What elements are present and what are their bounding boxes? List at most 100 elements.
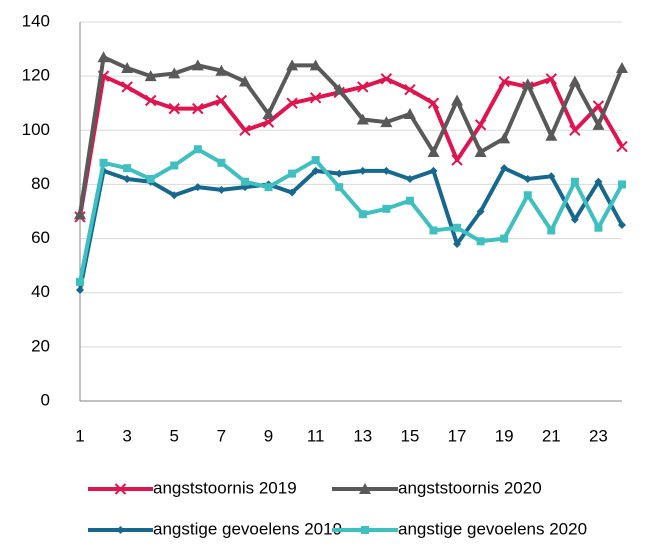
x-tick-label: 9 xyxy=(264,426,273,445)
marker xyxy=(192,102,204,115)
marker xyxy=(474,145,487,157)
marker xyxy=(476,207,485,216)
marker xyxy=(547,172,556,181)
legend-label: angstige gevoelens 2020 xyxy=(398,519,587,538)
y-tick-label: 60 xyxy=(31,228,50,247)
marker xyxy=(144,70,157,82)
marker xyxy=(264,183,273,192)
marker xyxy=(333,83,346,95)
x-tick-label: 3 xyxy=(122,426,131,445)
x-tick-label: 21 xyxy=(542,426,561,445)
marker xyxy=(262,108,275,120)
marker xyxy=(335,183,344,192)
x-tick-label: 11 xyxy=(307,426,325,445)
x-tick-label: 1 xyxy=(75,426,84,445)
marker xyxy=(239,124,251,136)
marker xyxy=(545,129,558,141)
x-tick-label: 5 xyxy=(170,426,179,445)
marker xyxy=(358,210,367,219)
marker xyxy=(123,175,132,184)
marker xyxy=(170,161,179,170)
marker xyxy=(144,94,157,107)
marker xyxy=(286,97,298,109)
marker xyxy=(114,483,127,495)
marker xyxy=(116,526,125,534)
marker xyxy=(146,175,155,184)
y-tick-label: 40 xyxy=(31,282,50,301)
marker xyxy=(311,166,320,175)
marker xyxy=(168,102,180,115)
marker xyxy=(545,73,558,85)
marker xyxy=(309,59,322,71)
marker xyxy=(427,145,440,157)
marker xyxy=(358,166,367,175)
marker xyxy=(451,154,463,166)
marker xyxy=(97,51,110,63)
marker xyxy=(453,239,462,248)
legend-label: angstige gevoelens 2019 xyxy=(153,519,342,538)
marker xyxy=(361,526,369,534)
marker xyxy=(474,119,487,131)
marker xyxy=(568,75,581,87)
marker xyxy=(359,483,371,494)
y-tick-label: 0 xyxy=(41,390,50,409)
marker xyxy=(335,169,344,178)
marker xyxy=(217,158,226,167)
marker xyxy=(121,62,134,74)
marker xyxy=(451,94,464,106)
x-tick-label: 7 xyxy=(217,426,226,445)
marker xyxy=(193,183,202,192)
marker xyxy=(76,277,84,286)
marker xyxy=(357,81,369,93)
marker xyxy=(523,191,532,200)
marker xyxy=(453,223,462,232)
y-tick-label: 100 xyxy=(22,120,50,139)
marker xyxy=(99,158,108,167)
marker xyxy=(191,59,204,71)
y-tick-label: 20 xyxy=(31,336,50,355)
marker xyxy=(618,180,626,189)
marker xyxy=(594,177,603,186)
marker xyxy=(616,62,628,74)
marker xyxy=(76,286,84,295)
x-tick-label: 17 xyxy=(448,426,467,445)
legend-label: angststoornis 2020 xyxy=(398,478,542,497)
marker xyxy=(380,73,393,85)
marker xyxy=(500,164,509,173)
x-tick-label: 13 xyxy=(353,426,372,445)
marker xyxy=(123,164,132,173)
x-tick-label: 19 xyxy=(495,426,514,445)
marker xyxy=(382,166,391,175)
marker xyxy=(403,108,416,120)
marker xyxy=(616,140,628,153)
marker xyxy=(215,94,228,107)
marker xyxy=(380,116,393,128)
marker xyxy=(168,67,181,79)
x-tick-label: 15 xyxy=(400,426,419,445)
marker xyxy=(476,237,485,246)
marker xyxy=(217,185,226,194)
marker xyxy=(592,118,605,130)
y-tick-label: 120 xyxy=(22,66,50,85)
marker xyxy=(288,188,297,197)
marker xyxy=(356,113,369,125)
series-line xyxy=(78,147,624,283)
marker xyxy=(170,191,179,200)
marker xyxy=(427,97,440,109)
marker xyxy=(382,204,391,213)
y-tick-label: 140 xyxy=(22,11,50,30)
series-line xyxy=(78,55,624,215)
marker xyxy=(498,75,510,88)
marker xyxy=(500,234,509,243)
marker xyxy=(429,226,438,235)
marker xyxy=(547,226,556,235)
marker xyxy=(309,92,322,104)
series-line xyxy=(78,74,624,218)
y-tick-label: 80 xyxy=(31,174,50,193)
marker xyxy=(594,223,603,232)
series-line xyxy=(78,166,624,291)
legend-label: angststoornis 2019 xyxy=(153,478,297,497)
marker xyxy=(193,145,202,154)
marker xyxy=(288,169,297,178)
